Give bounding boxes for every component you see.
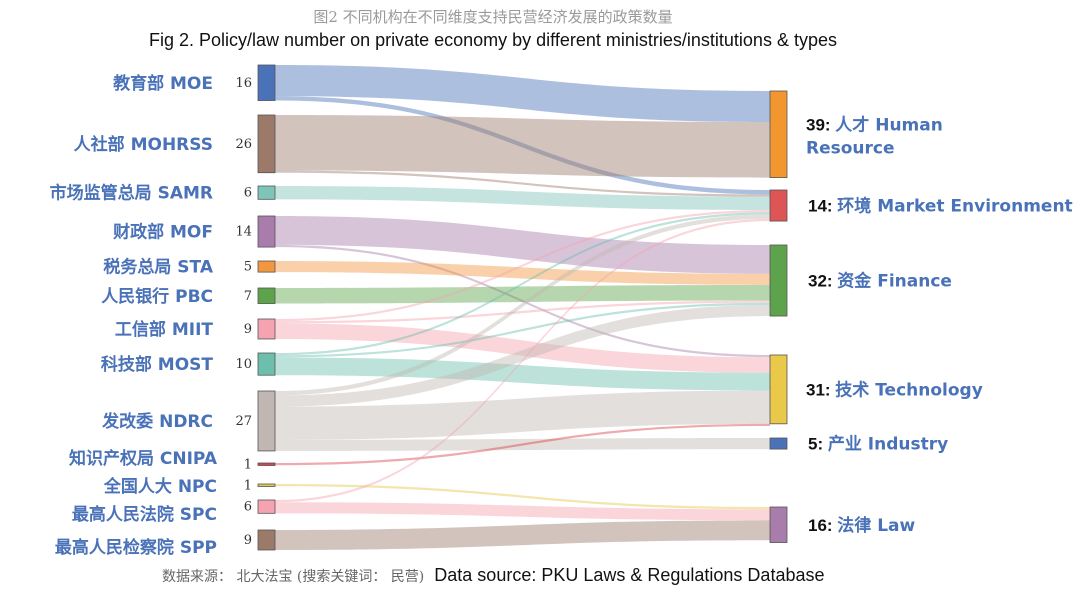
source-node-value: 9 — [244, 533, 252, 548]
target-node-name: 法律 Law — [837, 515, 915, 536]
sankey-link — [275, 96, 770, 195]
sankey-link — [275, 484, 770, 510]
source-node-label: 税务总局 STA — [103, 257, 213, 278]
sankey-link — [275, 261, 770, 285]
target-node-bar — [769, 189, 788, 222]
source-node-label: 教育部 MOE — [112, 73, 213, 94]
target-node-name: 产业 Industry — [828, 434, 948, 455]
source-node-value: 6 — [244, 500, 252, 515]
sankey-link — [275, 209, 770, 322]
source-node-label: 最高人民检察院 SPP — [55, 537, 217, 558]
target-node-bar — [769, 244, 788, 317]
chart-title-en: Fig 2. Policy/law number on private econ… — [149, 30, 837, 50]
source-node-value: 6 — [244, 186, 252, 201]
sankey-link — [275, 218, 770, 503]
target-node-label: 39: 人才 Human — [806, 114, 943, 135]
source-node-value: 1 — [244, 478, 252, 493]
sankey-link — [275, 65, 770, 123]
sankey-link — [275, 214, 770, 396]
source-note: 数据来源： 北大法宝 (搜索关键词： 民营) Data source: PKU … — [162, 565, 825, 585]
source-note-en: Data source: PKU Laws & Regulations Data… — [434, 565, 824, 585]
sankey-links — [275, 65, 770, 550]
target-node-name: 人才 Human — [835, 114, 943, 135]
sankey-link — [275, 170, 770, 197]
target-node-bar — [769, 437, 788, 450]
source-node-bar — [257, 462, 276, 466]
source-node-label: 知识产权局 CNIPA — [68, 448, 218, 469]
sankey-link — [275, 323, 770, 373]
target-nodes: 39: 人才 Human Resource 14: 环境 Market Enviro… — [769, 90, 1073, 543]
target-node-value: 31: — [806, 380, 835, 399]
target-node-value: 16: — [808, 516, 837, 535]
sankey-link — [275, 438, 770, 451]
sankey-link — [275, 423, 770, 466]
sankey-link — [275, 284, 770, 304]
source-node-bar — [257, 185, 276, 200]
source-node-label: 最高人民法院 SPC — [72, 504, 217, 525]
target-node-value: 5: — [808, 435, 828, 454]
source-node-value: 16 — [235, 76, 252, 91]
source-node-bar — [257, 529, 276, 551]
source-node-label: 科技部 MOST — [101, 354, 214, 375]
source-node-label: 人社部 MOHRSS — [74, 134, 213, 155]
source-node-value: 7 — [244, 289, 252, 304]
chart-title-cn: 图2 不同机构在不同维度支持民营经济发展的政策数量 — [313, 8, 672, 26]
source-node-value: 27 — [235, 414, 252, 429]
source-node-bar — [257, 287, 276, 304]
source-node-label: 财政部 MOF — [112, 222, 213, 243]
source-node-label: 工信部 MIIT — [115, 319, 213, 340]
target-node-label: 32: 资金 Finance — [808, 271, 952, 292]
target-node-bar — [769, 354, 788, 425]
source-node-value: 26 — [235, 137, 252, 152]
sankey-link — [275, 216, 770, 274]
target-node-label: 5: 产业 Industry — [808, 434, 948, 455]
source-node-bar — [257, 390, 276, 452]
sankey-link — [275, 186, 770, 210]
source-node-bar — [257, 352, 276, 376]
sankey-link — [275, 520, 770, 550]
sankey-link — [275, 300, 770, 324]
target-node-name: 技术 Technology — [835, 379, 983, 400]
source-node-value: 1 — [244, 457, 252, 472]
source-node-label: 市场监管总局 SAMR — [50, 183, 213, 204]
target-node-value: 32: — [808, 272, 837, 291]
sankey-link — [275, 502, 770, 521]
source-node-value: 9 — [244, 322, 252, 337]
source-node-bar — [257, 260, 276, 273]
target-node-label: 14: 环境 Market Environment — [808, 196, 1073, 217]
source-node-value: 10 — [235, 357, 252, 372]
target-node-value: 39: — [806, 115, 835, 134]
target-node-label: 31: 技术 Technology — [806, 379, 983, 400]
source-node-value: 5 — [244, 260, 252, 275]
source-node-bar — [257, 318, 276, 340]
target-node-label-line2: Resource — [806, 138, 895, 158]
source-node-value: 14 — [235, 225, 252, 240]
source-node-bar — [257, 114, 276, 174]
target-node-bar — [769, 506, 788, 543]
source-node-bar — [257, 64, 276, 101]
source-node-bar — [257, 215, 276, 248]
sankey-link — [275, 357, 770, 391]
source-node-label: 人民银行 PBC — [101, 286, 213, 307]
source-node-bar — [257, 483, 276, 487]
sankey-link — [275, 212, 770, 356]
source-node-label: 全国人大 NPC — [103, 476, 217, 497]
source-node-bar — [257, 499, 276, 514]
target-node-bar — [769, 90, 788, 178]
target-node-name: 资金 Finance — [837, 271, 952, 292]
sankey-link — [275, 304, 770, 407]
target-node-name: 环境 Market Environment — [837, 196, 1072, 217]
sankey-link — [275, 115, 770, 178]
sankey-link — [275, 244, 770, 358]
source-node-label: 发改委 NDRC — [101, 411, 213, 432]
target-node-label: 16: 法律 Law — [808, 515, 916, 536]
sankey-link — [275, 302, 770, 358]
source-note-cn: 数据来源： 北大法宝 (搜索关键词： 民营) — [162, 568, 424, 585]
sankey-link — [275, 390, 770, 440]
target-node-value: 14: — [808, 197, 837, 216]
